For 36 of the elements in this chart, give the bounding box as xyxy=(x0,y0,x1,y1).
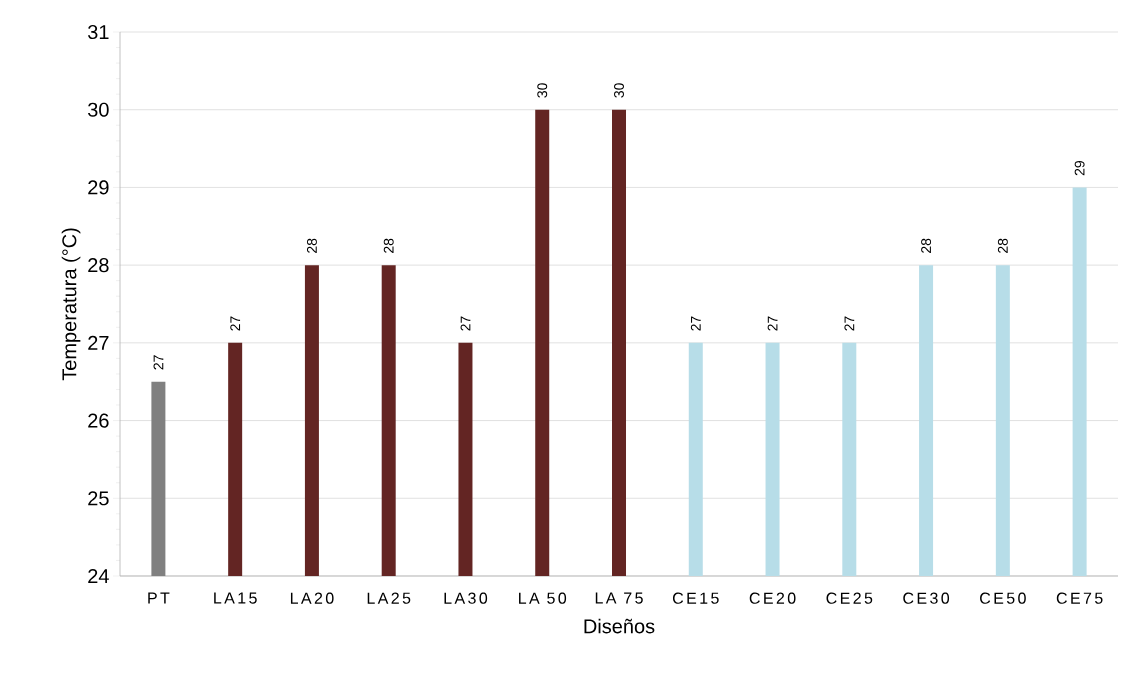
x-axis-title: Diseños xyxy=(584,618,655,634)
data-label: 28 xyxy=(306,238,317,253)
x-tick-label: CE30 xyxy=(903,592,950,604)
x-tick-label: CE25 xyxy=(826,592,873,604)
x-tick-label: LA 50 xyxy=(519,592,567,604)
data-label: 30 xyxy=(614,83,624,98)
data-label: 30 xyxy=(537,83,548,98)
x-tick-label: CE50 xyxy=(980,592,1026,604)
y-tick-label: 29 xyxy=(88,180,109,195)
y-tick-label: 27 xyxy=(88,335,109,350)
data-label: 28 xyxy=(921,238,932,253)
y-tick-label: 28 xyxy=(88,258,109,273)
y-tick-label: 25 xyxy=(88,491,109,506)
data-label: 27 xyxy=(690,316,701,331)
x-tick-label: CE75 xyxy=(1056,592,1103,604)
data-label: 27 xyxy=(460,316,471,331)
x-tick-label: LA 75 xyxy=(595,592,643,604)
x-tick-label: LA25 xyxy=(367,592,411,604)
x-tick-label: CE15 xyxy=(672,592,719,604)
x-tick-label: CE20 xyxy=(749,592,796,604)
data-label: 29 xyxy=(1074,160,1085,176)
x-tick-label: LA15 xyxy=(214,592,257,604)
y-axis-title: Temperatura (°C) xyxy=(61,228,81,381)
data-label: 27 xyxy=(844,316,855,331)
y-tick-label: 26 xyxy=(88,413,109,428)
y-tick-label: 24 xyxy=(88,569,109,583)
data-label: 27 xyxy=(230,316,241,331)
y-tick-label: 30 xyxy=(88,102,109,117)
data-label: 28 xyxy=(383,238,394,253)
data-label: 28 xyxy=(997,238,1008,253)
data-label: 27 xyxy=(767,316,778,331)
x-tick-label: PT xyxy=(148,592,170,604)
y-tick-label: 31 xyxy=(88,24,109,40)
data-label: 27 xyxy=(153,355,164,370)
x-tick-label: LA30 xyxy=(444,592,488,604)
x-tick-label: LA20 xyxy=(290,592,334,604)
